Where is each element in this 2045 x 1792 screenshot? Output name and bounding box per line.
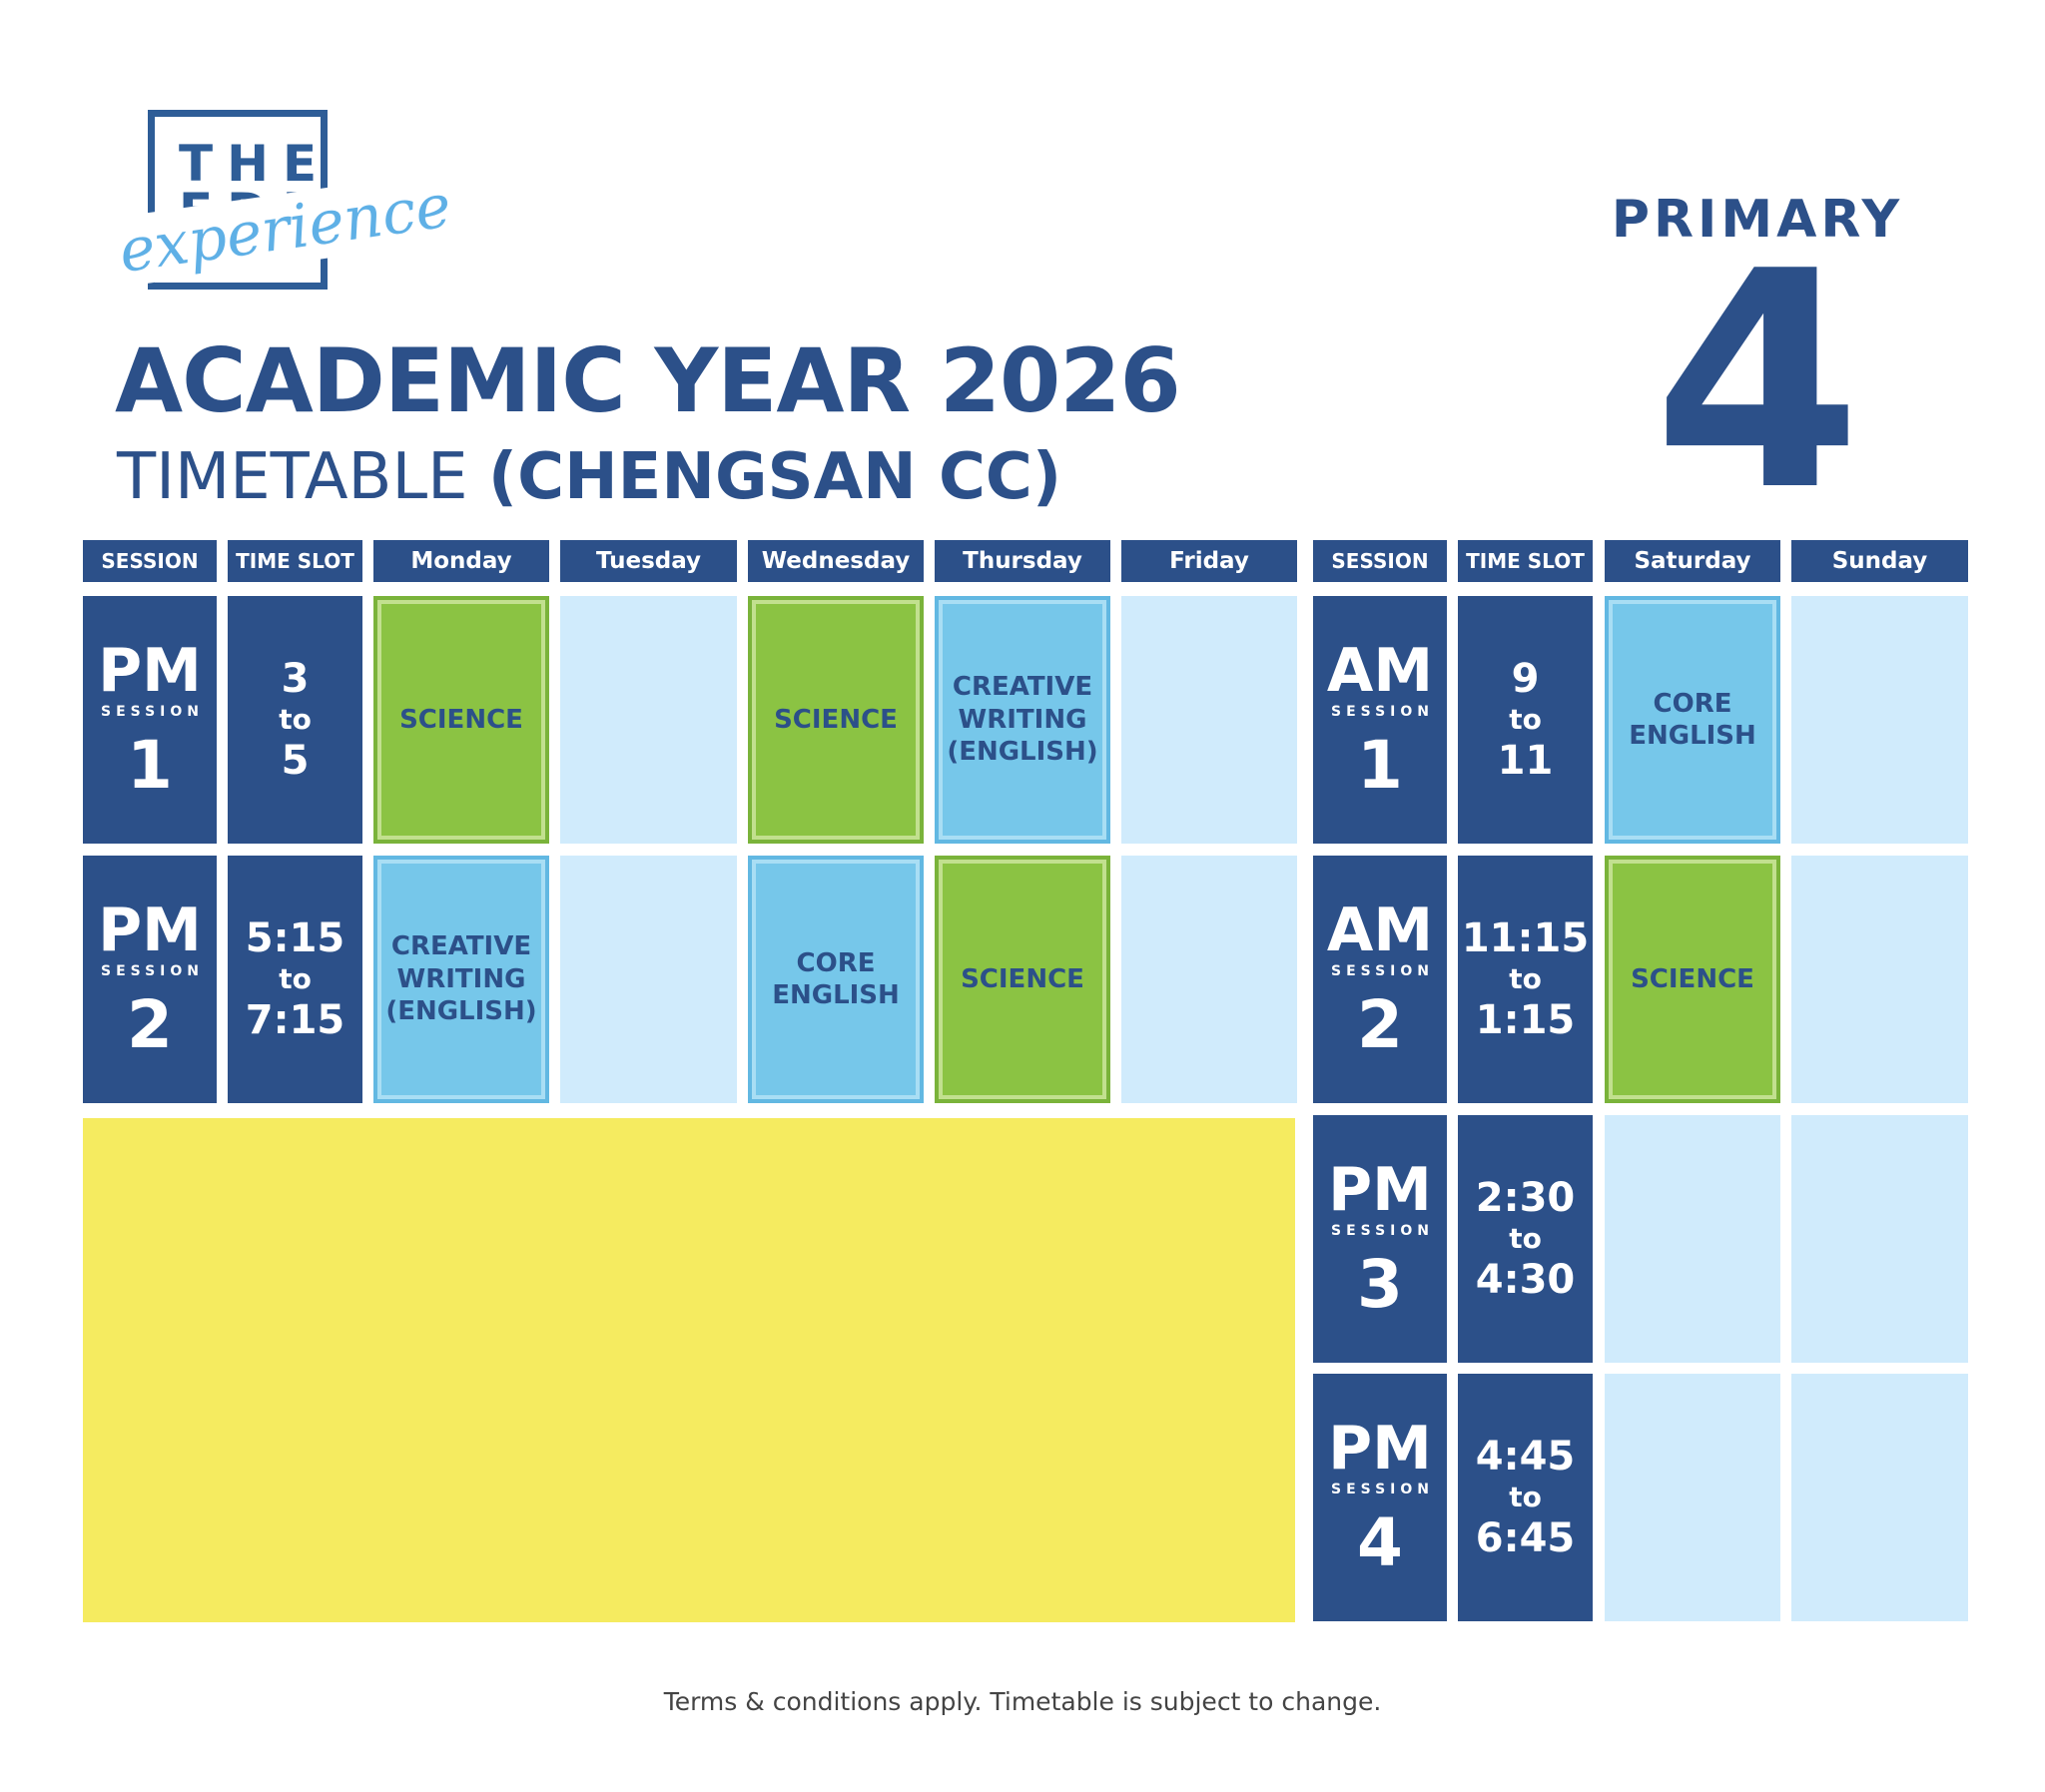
time-start: 11:15 — [1461, 914, 1590, 961]
class-cell-tuesday — [560, 596, 737, 844]
session-number: 2 — [1357, 986, 1403, 1063]
class-cell-sunday — [1791, 596, 1968, 844]
class-cell-sunday — [1791, 1115, 1968, 1363]
class-cell-sunday — [1791, 856, 1968, 1103]
session-ampm: PM — [98, 896, 202, 965]
time-end: 1:15 — [1475, 997, 1576, 1044]
class-cell-tuesday — [560, 856, 737, 1103]
header-timeslot-weekend: TIME SLOT — [1458, 540, 1593, 582]
session-number: 4 — [1357, 1504, 1403, 1581]
class-cell-saturday: SCIENCE — [1605, 856, 1780, 1103]
time-start: 9 — [1511, 655, 1540, 702]
subtitle-location: (CHENGSAN CC) — [487, 440, 1062, 514]
page-title: ACADEMIC YEAR 2026 — [115, 329, 1181, 432]
class-cell-saturday — [1605, 1115, 1780, 1363]
session-ampm: PM — [1328, 1414, 1432, 1484]
session-word: SESSION — [100, 963, 204, 979]
header-session-weekend: SESSION — [1313, 540, 1447, 582]
header-friday: Friday — [1121, 540, 1297, 582]
session-number: 2 — [127, 986, 173, 1063]
header-timeslot-weekday: TIME SLOT — [228, 540, 362, 582]
time-to: to — [1509, 702, 1542, 736]
class-cell-monday: CREATIVE WRITING (ENGLISH) — [373, 856, 549, 1103]
weekday-row-2-session-cell: PM SESSION 2 — [83, 856, 217, 1103]
weekend-row-4-time-slot-cell: 4:45 to 6:45 — [1458, 1374, 1593, 1621]
weekday-row-2-time-slot-cell: 5:15 to 7:15 — [228, 856, 362, 1103]
weekend-row-3-time-slot-cell: 2:30 to 4:30 — [1458, 1115, 1593, 1363]
time-start: 3 — [281, 655, 310, 702]
class-cell-monday: SCIENCE — [373, 596, 549, 844]
session-number: 3 — [1357, 1246, 1403, 1323]
level-number: 4 — [1653, 208, 1862, 556]
session-word: SESSION — [1330, 1223, 1434, 1239]
class-cell-thursday: SCIENCE — [935, 856, 1110, 1103]
time-end: 6:45 — [1475, 1515, 1576, 1562]
session-word: SESSION — [1330, 963, 1434, 979]
class-cell-sunday — [1791, 1374, 1968, 1621]
time-end: 7:15 — [245, 997, 345, 1044]
header-wednesday: Wednesday — [748, 540, 924, 582]
header-thursday: Thursday — [935, 540, 1110, 582]
class-cell-thursday: CREATIVE WRITING (ENGLISH) — [935, 596, 1110, 844]
yellow-block — [83, 1118, 1295, 1622]
time-end: 11 — [1497, 738, 1554, 785]
class-cell-friday — [1121, 856, 1297, 1103]
session-ampm: AM — [1326, 896, 1434, 965]
header-tuesday: Tuesday — [560, 540, 737, 582]
header-monday: Monday — [373, 540, 549, 582]
session-number: 1 — [1357, 727, 1403, 804]
session-ampm: PM — [1328, 1155, 1432, 1225]
session-ampm: PM — [98, 636, 202, 706]
time-to: to — [1509, 1480, 1542, 1513]
time-to: to — [279, 702, 312, 736]
subject-label: CREATIVE WRITING (ENGLISH) — [947, 672, 1098, 768]
header-sunday: Sunday — [1791, 540, 1968, 582]
header-saturday: Saturday — [1605, 540, 1780, 582]
session-word: SESSION — [1330, 704, 1434, 720]
time-start: 2:30 — [1475, 1174, 1576, 1221]
time-start: 4:45 — [1475, 1433, 1576, 1480]
time-start: 5:15 — [245, 914, 345, 961]
level-label: PRIMARY — [1611, 190, 1904, 250]
class-cell-friday — [1121, 596, 1297, 844]
weekday-row-1-time-slot-cell: 3 to 5 — [228, 596, 362, 844]
subtitle-plain: TIMETABLE — [117, 440, 488, 514]
footer-note: Terms & conditions apply. Timetable is s… — [663, 1687, 1382, 1716]
weekend-row-4-session-cell: PM SESSION 4 — [1313, 1374, 1447, 1621]
weekend-row-3-session-cell: PM SESSION 3 — [1313, 1115, 1447, 1363]
subject-label: SCIENCE — [774, 704, 898, 735]
class-cell-saturday: CORE ENGLISH — [1605, 596, 1780, 844]
time-to: to — [1509, 961, 1542, 995]
logo-line-the: THE — [179, 135, 332, 193]
time-end: 4:30 — [1475, 1257, 1576, 1304]
session-word: SESSION — [1330, 1482, 1434, 1497]
weekday-row-1-session-cell: PM SESSION 1 — [83, 596, 217, 844]
header-session-weekday: SESSION — [83, 540, 217, 582]
weekend-row-2-time-slot-cell: 11:15 to 1:15 — [1458, 856, 1593, 1103]
session-word: SESSION — [100, 704, 204, 720]
subject-label: CORE ENGLISH — [1629, 688, 1756, 752]
weekend-row-1-session-cell: AM SESSION 1 — [1313, 596, 1447, 844]
subject-label: SCIENCE — [399, 704, 523, 735]
subject-label: SCIENCE — [961, 963, 1084, 994]
class-cell-wednesday: CORE ENGLISH — [748, 856, 924, 1103]
weekend-row-2-session-cell: AM SESSION 2 — [1313, 856, 1447, 1103]
time-to: to — [1509, 1221, 1542, 1255]
weekend-row-1-time-slot-cell: 9 to 11 — [1458, 596, 1593, 844]
session-ampm: AM — [1326, 636, 1434, 706]
page-subtitle: TIMETABLE (CHENGSAN CC) — [117, 445, 1061, 509]
subject-label: SCIENCE — [1631, 963, 1754, 994]
time-to: to — [279, 961, 312, 995]
subject-label: CREATIVE WRITING (ENGLISH) — [385, 931, 537, 1027]
class-cell-saturday — [1605, 1374, 1780, 1621]
time-end: 5 — [281, 738, 310, 785]
class-cell-wednesday: SCIENCE — [748, 596, 924, 844]
subject-label: CORE ENGLISH — [772, 947, 900, 1011]
session-number: 1 — [127, 727, 173, 804]
